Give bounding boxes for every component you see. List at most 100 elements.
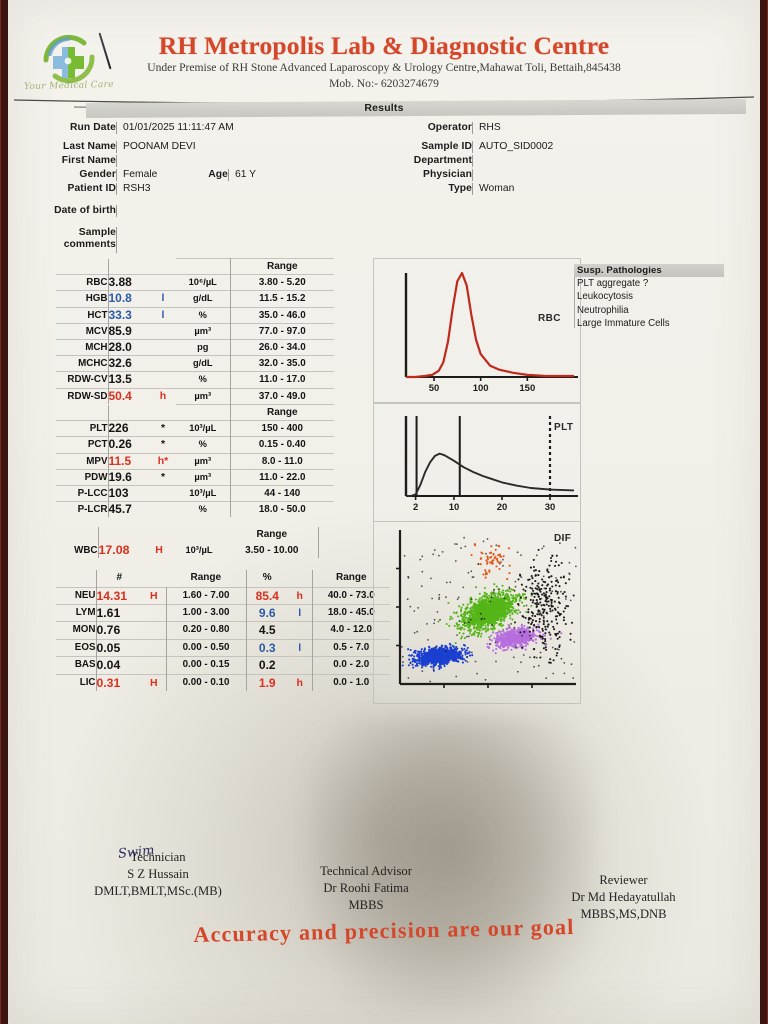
param-value: 226 [108,420,150,437]
param-flag [150,274,176,291]
diff-param: EOS [56,638,97,657]
table-row: PDW 19.6 * µm³ 11.0 - 22.0 [56,468,334,486]
diff-pct-flag: l [288,603,313,622]
param-range: 11.5 - 15.2 [230,290,334,308]
physician-label: Physician [423,169,472,180]
svg-text:50: 50 [429,383,440,394]
rbc-histogram-svg: 50 100 150 [404,271,578,394]
diff-pct-header: % [262,572,272,584]
param-name: RDW-CV [56,371,109,389]
param-range: 77.0 - 97.0 [230,322,334,340]
plt-range-header: Range [230,403,334,421]
advisor-qualification: MBBS [348,898,384,912]
table-row: HGB 10.8 l g/dL 11.5 - 15.2 [56,290,334,308]
wbc-flag: H [155,543,163,556]
diff-param: LIC [56,673,97,691]
diff-count-range: 0.20 - 0.80 [166,621,247,640]
diff-param: MON [56,621,97,640]
param-flag: * [150,420,176,437]
susp-title: Susp. Pathologies [574,264,724,277]
svg-text:20: 20 [497,502,508,513]
operator-value: RHS [472,122,622,134]
diff-count-range: 0.00 - 0.10 [166,673,247,691]
diff-count-range-header: Range [166,570,247,587]
diff-param: NEU [56,586,97,605]
diff-count-flag [142,638,167,657]
page-edge-left [0,0,1,1024]
table-row: MPV 11.5 h* µm³ 8.0 - 11.0 [56,452,334,470]
susp-divider [574,266,575,328]
table-row: MON 0.76 0.20 - 0.80 4.5 4.0 - 12.0 [56,621,390,640]
list-item: Leukocytosis [577,291,634,303]
param-name: P-LCC [56,485,109,502]
plt-histogram-svg: 2 10 20 30 [404,416,578,513]
param-value: 32.6 [108,355,150,372]
diff-param: BAS [56,656,97,675]
svg-text:150: 150 [519,383,535,394]
differential-table: # Range % Range NEU 14.31 H 1.60 - 7.00 85.4… [56,570,390,691]
type-label: Type [448,183,472,194]
param-range: 8.0 - 11.0 [230,452,334,470]
run-date-value: 01/01/2025 11:11:47 AM [116,122,291,134]
param-range: 35.0 - 46.0 [230,306,334,324]
svg-text:30: 30 [545,502,556,513]
diff-pct-flag: l [288,638,313,657]
diff-pct: 9.6 [246,603,288,622]
diff-count: 1.61 [96,603,142,622]
technician-block: Technician S Z Hussain DMLT,BMLT,MSc.(MB… [58,849,258,900]
param-unit: µm³ [176,468,231,486]
reviewer-qualification: MBBS,MS,DNB [580,907,667,921]
table-row: MCH 28.0 pg 26.0 - 34.0 [56,339,334,356]
dob-label: Date of birth [54,205,116,216]
rbc-range-header: Range [230,257,334,275]
diff-pct-range: 4.0 - 12.0 [312,621,390,640]
diff-pct-range: 18.0 - 45.0 [312,603,390,622]
param-value: 103 [108,485,150,502]
param-range: 11.0 - 17.0 [230,371,334,389]
param-range: 26.0 - 34.0 [230,339,334,356]
param-flag [150,339,176,356]
param-value: 11.5 [108,452,150,470]
results-title: Results [364,102,404,114]
diff-pct: 1.9 [246,673,288,691]
param-unit: µm³ [176,322,231,340]
list-item: Neutrophilia [577,304,629,316]
diff-pct: 0.2 [246,656,288,675]
table-row: PLT 226 * 10³/µL 150 - 400 [56,420,334,437]
lab-logo-icon [38,30,100,88]
last-name-label: Last Name [63,141,116,152]
param-range: 32.0 - 35.0 [230,355,334,372]
technician-role: Technician [130,850,186,864]
param-value: 13.5 [108,371,150,389]
plt-histogram-panel: 2 10 20 30 [373,403,581,522]
diff-chart-label: DIF [554,533,572,544]
diff-count-range: 1.60 - 7.00 [166,586,247,605]
lab-slogan: Accuracy and precision are our goal [193,914,575,947]
param-unit: µm³ [176,387,231,404]
param-value: 28.0 [108,339,150,356]
susp-list: PLT aggregate ? Leukocytosis Neutrophilia L… [574,277,724,330]
gender-label: Gender [79,169,116,180]
table-row: NEU 14.31 H 1.60 - 7.00 85.4 h 40.0 - 73.0 [56,586,390,605]
advisor-block: Technical Advisor Dr Roohi Fatima MBBS [266,863,466,914]
param-range: 11.0 - 22.0 [230,468,334,486]
param-range: 37.0 - 49.0 [230,387,334,404]
advisor-role: Technical Advisor [320,864,412,878]
wbc-row: WBC 17.08 H 10³/µL 3.50 - 10.00 [56,542,319,559]
param-unit: % [176,436,231,454]
wbc-value: 17.08 [98,542,130,557]
param-unit: 10³/µL [176,485,231,502]
reviewer-role: Reviewer [599,873,648,887]
param-name: HCT [56,306,109,324]
diff-count-range: 0.00 - 0.15 [166,656,247,675]
table-header-row: Range [56,403,334,421]
department-value [472,155,622,167]
diff-pct: 0.3 [246,638,288,657]
table-header-row: Range [56,257,334,275]
diff-pct-flag [288,621,313,640]
wbc-header-row: Range [56,527,319,543]
diff-pct-flag: h [288,673,313,691]
param-flag [150,501,176,518]
param-flag [150,485,176,502]
operator-label: Operator [427,122,472,133]
